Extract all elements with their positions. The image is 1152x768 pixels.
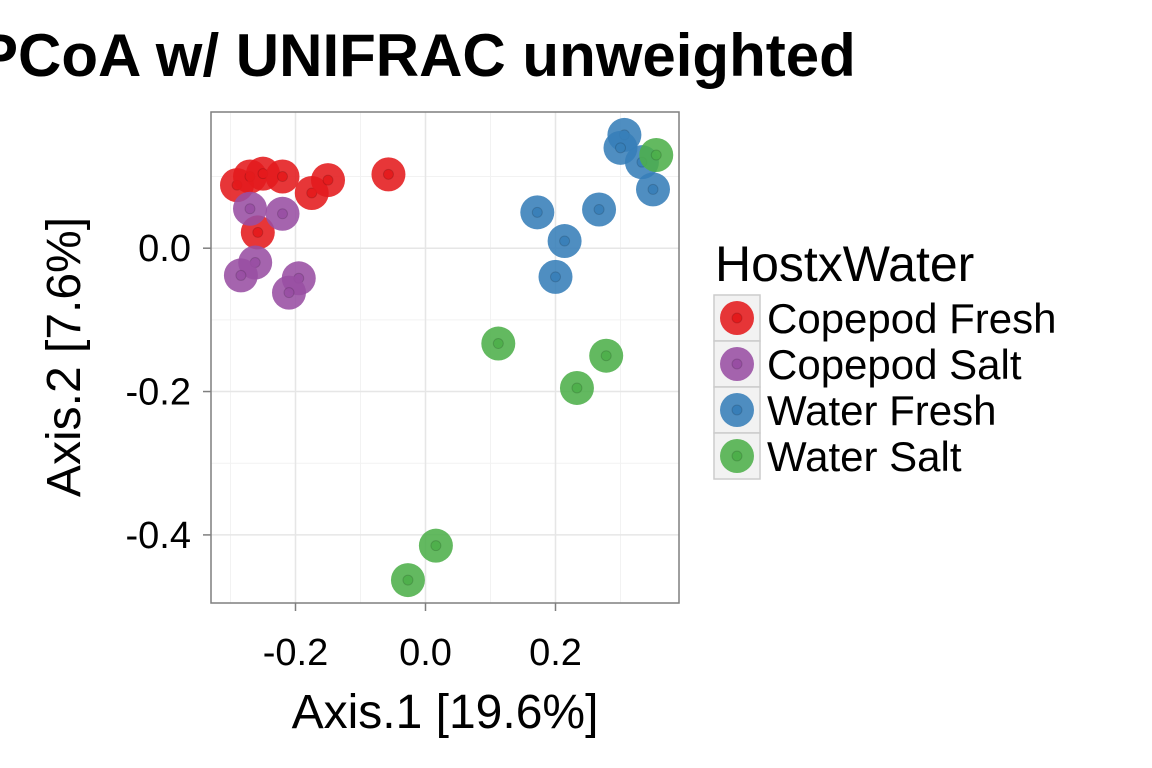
legend-key-center — [731, 404, 743, 416]
point-copepod-fresh — [371, 157, 406, 192]
point-center — [235, 269, 247, 281]
point-center — [283, 287, 295, 299]
legend-item-copepod-salt: Copepod Salt — [713, 340, 1022, 388]
point-center — [531, 206, 543, 218]
legend-key-center — [731, 312, 743, 324]
point-water-salt — [639, 138, 674, 173]
point-center — [559, 235, 571, 247]
point-copepod-salt — [272, 275, 306, 310]
legend-label: Copepod Fresh — [767, 295, 1057, 342]
point-copepod-salt — [233, 191, 267, 226]
point-water-fresh — [636, 172, 670, 207]
x-tick-label: 0.0 — [399, 632, 452, 674]
point-center — [647, 183, 659, 195]
y-tick-label: -0.2 — [126, 372, 191, 414]
point-water-salt — [418, 528, 453, 563]
data-points — [220, 117, 674, 598]
point-center — [277, 208, 288, 220]
point-water-salt — [481, 326, 516, 361]
legend-key-center — [731, 450, 743, 462]
point-center — [430, 540, 442, 552]
plot-border — [210, 111, 680, 604]
point-water-fresh — [538, 259, 573, 294]
point-center — [306, 187, 318, 199]
legend-item-water-salt: Water Salt — [713, 432, 962, 480]
x-tick-label: -0.2 — [263, 632, 328, 674]
point-center — [492, 338, 504, 350]
point-water-fresh — [520, 195, 555, 230]
point-copepod-fresh — [265, 159, 300, 194]
point-water-salt — [559, 370, 594, 405]
x-axis-title: Axis.1 [19.6%] — [292, 686, 599, 739]
point-center — [402, 574, 414, 586]
point-center — [550, 271, 561, 283]
y-tick-label: -0.4 — [126, 515, 191, 557]
point-center — [252, 226, 264, 238]
point-center — [600, 350, 612, 362]
point-center — [277, 171, 288, 183]
legend-label: Water Fresh — [767, 387, 996, 434]
point-center — [615, 142, 626, 154]
legend-label: Copepod Salt — [767, 341, 1022, 388]
point-water-salt — [589, 338, 624, 373]
legend-title: HostxWater — [715, 236, 974, 292]
y-axis-title: Axis.2 [7.6%] — [38, 217, 91, 497]
point-copepod-salt — [223, 258, 258, 293]
point-water-fresh — [547, 224, 582, 259]
x-axis-ticks: -0.2 0.0 0.2 — [263, 603, 582, 674]
point-center — [244, 203, 256, 215]
x-tick-label: 0.2 — [529, 632, 582, 674]
point-center — [382, 168, 394, 180]
plot-panel — [210, 111, 680, 604]
legend-label: Water Salt — [767, 433, 962, 480]
chart-title: PCoA w/ UNIFRAC unweighted — [0, 22, 856, 89]
point-water-fresh — [582, 192, 617, 227]
point-copepod-fresh — [311, 163, 345, 198]
point-center — [322, 174, 334, 186]
point-center — [571, 382, 583, 394]
point-center — [593, 203, 605, 215]
legend-item-water-fresh: Water Fresh — [713, 386, 996, 434]
legend-item-copepod-fresh: Copepod Fresh — [713, 294, 1057, 342]
point-water-salt — [390, 563, 425, 598]
y-axis-ticks: 0.0 -0.2 -0.4 — [126, 228, 211, 557]
point-copepod-salt — [265, 196, 300, 231]
point-center — [650, 149, 662, 161]
legend-key-center — [731, 358, 743, 370]
y-tick-label: 0.0 — [138, 228, 191, 270]
